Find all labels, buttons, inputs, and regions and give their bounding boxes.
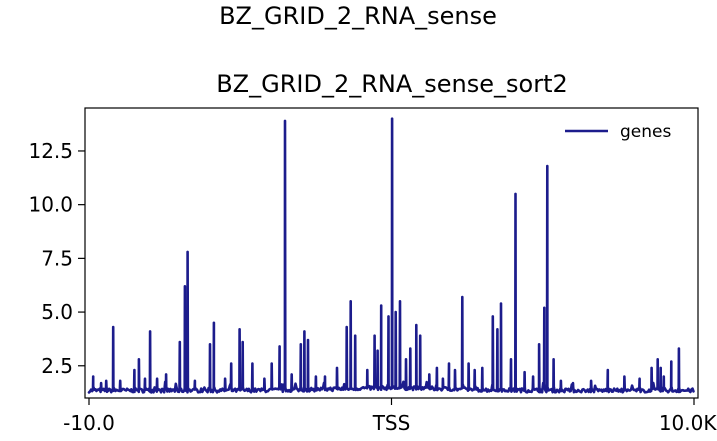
legend-label: genes <box>620 122 671 142</box>
y-tick-label: 10.0 <box>28 193 73 217</box>
x-tick-label: TSS <box>372 411 411 435</box>
x-axis: -10.0 TSS 10.0Kb <box>63 398 717 435</box>
y-axis: 2.5 5.0 7.5 10.0 12.5 <box>28 139 85 378</box>
y-tick-label: 2.5 <box>41 354 73 378</box>
y-tick-label: 5.0 <box>41 300 73 324</box>
figure-suptitle: BZ_GRID_2_RNA_sense <box>219 2 497 30</box>
y-tick-label: 7.5 <box>41 246 73 270</box>
x-tick-label: -10.0 <box>63 411 115 435</box>
y-tick-label: 12.5 <box>28 139 73 163</box>
legend: genes <box>565 122 671 142</box>
series-line-genes <box>87 117 695 394</box>
plot-area <box>84 107 699 399</box>
x-tick-label: 10.0Kb <box>659 411 717 435</box>
chart-title: BZ_GRID_2_RNA_sense_sort2 <box>216 70 568 98</box>
